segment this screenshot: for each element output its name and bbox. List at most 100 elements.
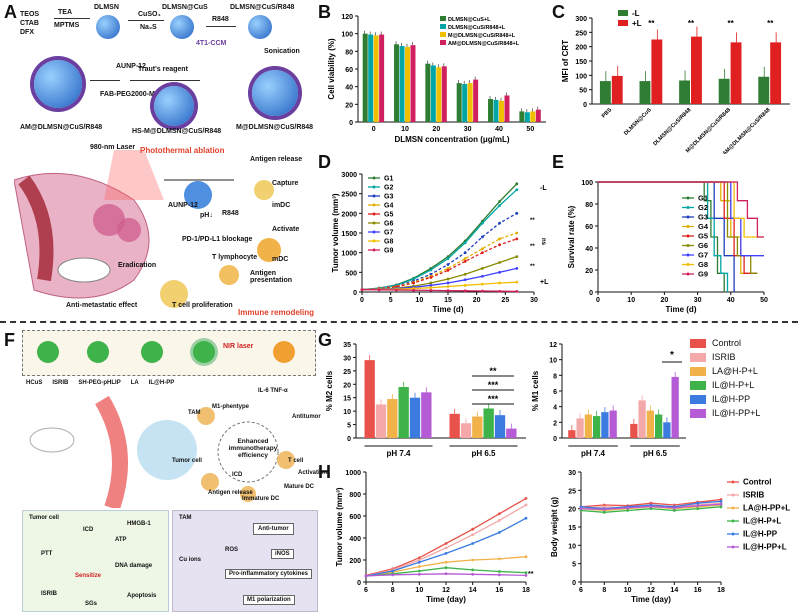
ptt-label: PTT — [41, 551, 53, 557]
y-tick-label: 0 — [572, 580, 576, 587]
data-point — [471, 542, 475, 545]
data-point — [444, 566, 448, 570]
bar — [593, 416, 601, 438]
legend-swatch — [618, 10, 628, 16]
data-point — [481, 251, 484, 255]
y-tick-label: 30 — [568, 470, 576, 477]
x-tick-label: 30 — [464, 126, 472, 133]
significance-label: ** — [767, 19, 774, 28]
x-tick-label: 30 — [694, 297, 702, 304]
r848-label: R848 — [222, 210, 239, 217]
m-label: M@DLMSN@CuS/R848 — [236, 124, 314, 131]
bar — [770, 42, 782, 104]
tumor-cell-box: Tumor cell ICD HMGB-1 ATP PTT DNA damage… — [22, 510, 169, 612]
x-tick-label: 16 — [495, 587, 503, 594]
bar — [379, 34, 385, 122]
sgs-label: SGs — [85, 601, 98, 607]
x-tick-label: 0 — [360, 297, 364, 304]
nir-label: NIR laser — [223, 343, 254, 350]
x-tick-label: DLMSN@CuS — [623, 107, 653, 137]
capture-label: Capture — [272, 180, 299, 187]
bar — [609, 410, 617, 438]
y-tick-label: 0 — [583, 102, 587, 109]
data-point — [429, 281, 433, 285]
data-point — [444, 560, 448, 564]
x-tick-label: 10 — [415, 297, 423, 304]
dlmsn-cus-label: DLMSN@CuS — [162, 4, 208, 11]
dlmsn-label: DLMSN — [94, 4, 119, 11]
y-tick-label: 0 — [589, 290, 593, 297]
legend-marker — [686, 225, 690, 228]
nir-activated-icon — [273, 341, 295, 363]
activate-label: Activate — [272, 226, 300, 233]
data-point — [515, 188, 519, 192]
data-point — [446, 257, 450, 260]
immature-dc-label: Immature DC — [242, 496, 280, 502]
antigen-presentation-label: Antigen presentation — [250, 270, 293, 284]
m-particle-icon — [252, 70, 298, 116]
data-point — [446, 289, 450, 293]
m1-polarization-label: M1 polarization — [243, 595, 295, 605]
arrow-line — [90, 80, 120, 81]
data-point — [481, 282, 484, 286]
y-tick-label: 800 — [349, 492, 361, 499]
arrow-line — [206, 26, 236, 27]
legend-label: G8 — [384, 239, 393, 246]
synthesis-strip: NIR laser — [22, 330, 316, 376]
chart-h-weight: 0 5 10 15 20 25 30 Body weight (g) 6 8 10 12 14 16 18 T… — [550, 470, 790, 604]
icd-label: ICD — [83, 527, 94, 533]
data-point — [364, 574, 368, 578]
y-tick-label: 400 — [349, 536, 361, 543]
y-tick-label: 25 — [568, 488, 576, 495]
bar — [499, 100, 504, 122]
dlmsn-cus-r848-particle-icon — [248, 15, 272, 39]
panel-letter-c: C — [552, 2, 565, 22]
bar — [398, 386, 409, 438]
legend-label: G5 — [384, 212, 393, 219]
legend-label: G7 — [698, 251, 708, 260]
x-axis-label: Time (day) — [426, 595, 466, 604]
panel-letter-b: B — [318, 2, 331, 22]
legend-label: LA@H-P+L — [712, 366, 758, 376]
bar — [691, 36, 702, 105]
data-point — [395, 288, 398, 292]
panel-letter-e: E — [552, 152, 565, 172]
bar — [651, 39, 663, 104]
x-tick-label: 8 — [391, 587, 395, 594]
data-point — [626, 506, 630, 510]
bar — [449, 413, 460, 438]
legend-label: G3 — [698, 213, 708, 222]
legend-item: SH-PEG-pHLIP — [78, 380, 121, 386]
x-tick-label: 6 — [579, 587, 583, 594]
bar — [472, 416, 483, 438]
data-point — [498, 237, 501, 241]
annotation-label: ns — [540, 238, 546, 246]
y-tick-label: 20 — [345, 102, 353, 109]
y-axis-label: Cell viability (%) — [327, 38, 336, 100]
bar — [483, 408, 494, 438]
data-point — [497, 512, 501, 516]
bar — [456, 83, 462, 122]
bar — [462, 84, 468, 122]
x-tick-label: 40 — [727, 297, 735, 304]
y-axis-label: Survival rate (%) — [567, 205, 576, 268]
annotation-label: +L — [540, 279, 549, 286]
legend-swatch — [440, 32, 446, 37]
y-tick-label: 250 — [575, 30, 587, 37]
data-point — [719, 499, 723, 503]
y-tick-label: 20 — [343, 382, 351, 389]
data-point — [471, 568, 475, 572]
legend-swatch — [690, 408, 706, 418]
data-point — [429, 283, 433, 287]
data-point — [429, 289, 433, 292]
legend-marker — [731, 532, 735, 536]
bar — [663, 422, 671, 438]
significance-label: ** — [688, 19, 695, 28]
legend-label: M@DLMSN@CuS/R848+L — [448, 33, 516, 39]
legend-marker — [731, 545, 735, 549]
y-tick-label: 100 — [575, 73, 587, 80]
legend-label: ISRIB — [712, 352, 736, 362]
data-point — [498, 204, 501, 207]
hmgb1-label: HMGB-1 — [127, 521, 151, 527]
data-point — [444, 546, 448, 550]
